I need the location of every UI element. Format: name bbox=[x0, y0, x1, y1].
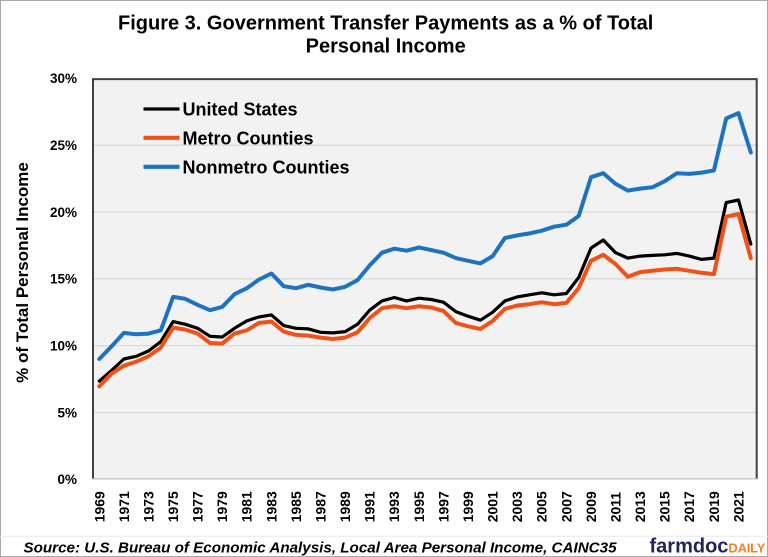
svg-text:20%: 20% bbox=[50, 205, 77, 220]
svg-text:1975: 1975 bbox=[165, 491, 181, 522]
svg-text:Figure 3. Government Transfer: Figure 3. Government Transfer Payments a… bbox=[118, 13, 653, 35]
svg-text:1977: 1977 bbox=[190, 491, 206, 522]
svg-text:1989: 1989 bbox=[337, 491, 353, 522]
svg-text:30%: 30% bbox=[50, 71, 77, 86]
svg-text:2011: 2011 bbox=[607, 492, 623, 523]
svg-text:United States: United States bbox=[183, 100, 298, 120]
svg-text:2009: 2009 bbox=[583, 491, 599, 522]
svg-text:2013: 2013 bbox=[632, 491, 648, 522]
svg-text:DAILY: DAILY bbox=[728, 541, 765, 556]
svg-text:1997: 1997 bbox=[435, 491, 451, 522]
svg-text:1983: 1983 bbox=[263, 491, 279, 522]
svg-text:1973: 1973 bbox=[140, 491, 156, 522]
svg-text:Nonmetro Counties: Nonmetro Counties bbox=[183, 157, 350, 177]
svg-text:1971: 1971 bbox=[116, 491, 132, 522]
svg-text:1999: 1999 bbox=[460, 491, 476, 522]
svg-text:0%: 0% bbox=[57, 472, 77, 487]
svg-text:2007: 2007 bbox=[558, 491, 574, 522]
svg-text:1993: 1993 bbox=[386, 491, 402, 522]
svg-text:Source: U.S. Bureau of Economi: Source: U.S. Bureau of Economic Analysis… bbox=[24, 540, 618, 557]
svg-text:% of Total Personal Income: % of Total Personal Income bbox=[13, 162, 32, 383]
svg-text:10%: 10% bbox=[50, 339, 77, 354]
svg-text:2001: 2001 bbox=[485, 491, 501, 522]
svg-text:1985: 1985 bbox=[288, 491, 304, 522]
svg-text:2003: 2003 bbox=[509, 491, 525, 522]
svg-text:1981: 1981 bbox=[239, 491, 255, 522]
svg-text:2021: 2021 bbox=[730, 491, 746, 522]
svg-text:2019: 2019 bbox=[706, 491, 722, 522]
svg-text:1995: 1995 bbox=[411, 491, 427, 522]
svg-text:1987: 1987 bbox=[312, 491, 328, 522]
svg-text:15%: 15% bbox=[50, 272, 77, 287]
svg-text:5%: 5% bbox=[57, 405, 77, 420]
svg-text:1979: 1979 bbox=[214, 491, 230, 522]
svg-text:25%: 25% bbox=[50, 138, 77, 153]
svg-text:2015: 2015 bbox=[657, 491, 673, 522]
svg-text:farmdoc: farmdoc bbox=[650, 536, 729, 557]
svg-text:2005: 2005 bbox=[534, 491, 550, 522]
svg-text:Metro Counties: Metro Counties bbox=[183, 128, 314, 148]
svg-text:1991: 1991 bbox=[362, 491, 378, 522]
svg-text:2017: 2017 bbox=[681, 491, 697, 522]
svg-text:Personal Income: Personal Income bbox=[306, 36, 466, 58]
svg-text:1969: 1969 bbox=[91, 491, 107, 522]
